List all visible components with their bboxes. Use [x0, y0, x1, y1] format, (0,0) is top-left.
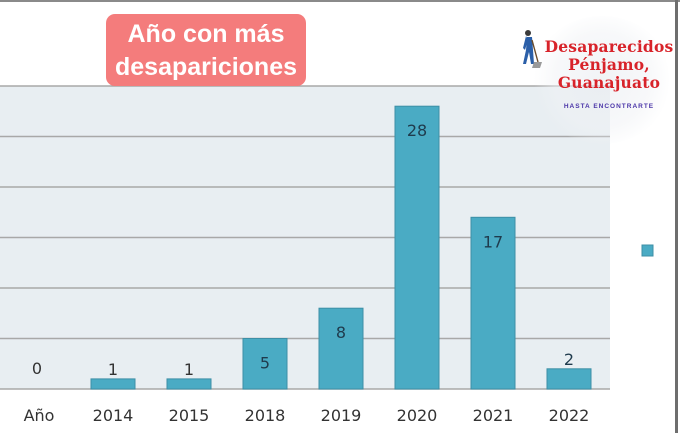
data-label: 17 [483, 232, 503, 251]
screen-right-border [675, 0, 678, 433]
x-tick-label: 2019 [321, 406, 362, 425]
bar-2020 [394, 105, 440, 390]
data-label: 1 [184, 360, 194, 379]
legend-swatch [641, 244, 654, 257]
x-axis-tick-labels: Año 2014 2015 2018 2019 2020 2021 2022 [24, 406, 590, 425]
data-label: 2 [564, 350, 574, 369]
data-label: 0 [32, 359, 42, 378]
chart-title-badge: Año con más desapariciones [106, 14, 306, 86]
bar-2022 [546, 368, 592, 390]
data-label: 5 [260, 354, 270, 373]
footprint-watermark-icon [532, 16, 672, 144]
x-tick-label: 2018 [245, 406, 286, 425]
x-tick-label: 2022 [549, 406, 590, 425]
logo-title-line3: Guanajuato [557, 73, 661, 92]
logo-title-line2: Pénjamo, [568, 55, 650, 74]
data-label: 1 [108, 360, 118, 379]
bar-2019 [318, 307, 364, 390]
logo-title: Desaparecidos Pénjamo, Guanajuato [542, 38, 676, 92]
data-label: 28 [407, 121, 427, 140]
chart-title-line2: desapariciones [114, 53, 298, 81]
data-labels: 0 1 1 5 8 28 17 2 [32, 121, 574, 379]
organization-logo: Desaparecidos Pénjamo, Guanajuato HASTA … [516, 16, 676, 146]
bar-2021 [470, 216, 516, 390]
bar-2018 [242, 338, 288, 390]
screen-top-border [0, 0, 680, 2]
x-tick-label: 2014 [93, 406, 134, 425]
data-label: 8 [336, 323, 346, 342]
bar-2015 [166, 378, 212, 390]
bars [90, 105, 592, 390]
logo-title-line1: Desaparecidos [544, 37, 674, 56]
x-tick-label: 2021 [473, 406, 514, 425]
x-tick-label: 2015 [169, 406, 210, 425]
x-tick-label: Año [24, 406, 55, 425]
bar-2014 [90, 378, 136, 390]
chart-title-line1: Año con más [127, 20, 285, 48]
logo-tagline: HASTA ENCONTRARTE [563, 103, 655, 110]
x-tick-label: 2020 [397, 406, 438, 425]
person-sweeping-icon [523, 30, 542, 68]
